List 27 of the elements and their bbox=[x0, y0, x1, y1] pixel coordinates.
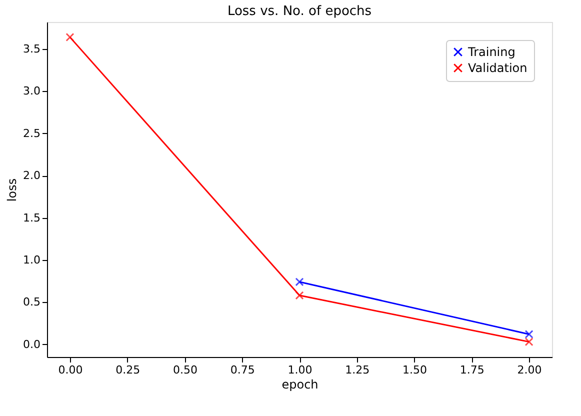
point bbox=[524, 330, 534, 339]
x-tick-label: 1.50 bbox=[402, 364, 428, 376]
x-tick-label: 2.00 bbox=[517, 364, 542, 376]
point bbox=[524, 338, 534, 346]
y-tick-label: 0.5 bbox=[23, 296, 40, 309]
point bbox=[295, 291, 304, 300]
x-tick-label: 0.75 bbox=[230, 364, 255, 376]
point bbox=[295, 278, 304, 286]
y-tick-label: 1.5 bbox=[23, 211, 40, 224]
chart-title: Loss vs. No. of epochs bbox=[227, 4, 372, 19]
y-tick-label: 0.0 bbox=[23, 338, 40, 351]
x-tick-label: 1.25 bbox=[345, 364, 370, 376]
y-tick-label: 3.5 bbox=[23, 42, 40, 56]
y-tick-label: 3.0 bbox=[23, 84, 40, 98]
legend-label: Validation bbox=[468, 61, 528, 75]
x-tick-label: 0.00 bbox=[58, 364, 83, 376]
y-tick-label: 1.0 bbox=[23, 253, 40, 266]
x-tick-label: 0.25 bbox=[116, 364, 140, 376]
legend-label: Training bbox=[467, 45, 516, 59]
y-tick-label: 2.5 bbox=[23, 126, 40, 140]
x-tick-label: 1.00 bbox=[288, 364, 312, 376]
point bbox=[66, 32, 74, 42]
y-axis-title: loss bbox=[5, 178, 20, 202]
y-tick-label: 2.0 bbox=[23, 169, 40, 182]
x-axis-title: epoch bbox=[282, 378, 318, 392]
x-tick-label: 0.50 bbox=[172, 364, 198, 376]
x-tick-label: 1.75 bbox=[460, 364, 484, 376]
